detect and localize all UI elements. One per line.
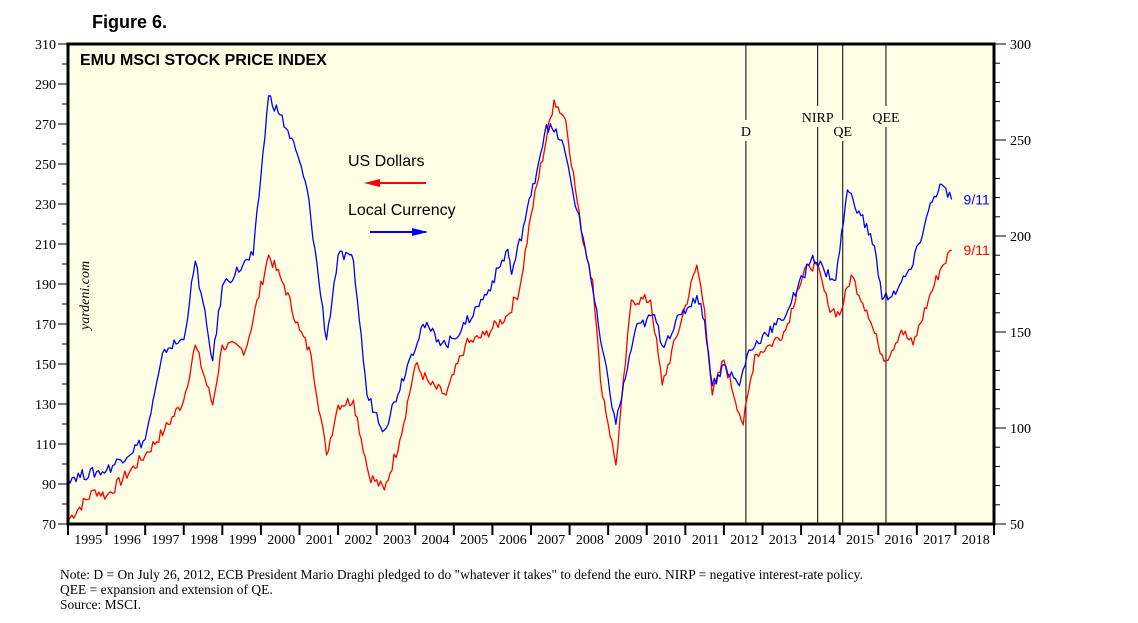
x-axis-tick-label: 2007 (537, 533, 565, 548)
x-axis-tick-label: 2008 (576, 533, 604, 548)
x-axis-tick-label: 1995 (74, 533, 102, 548)
right-axis-tick-label: 150 (1010, 326, 1031, 341)
plot-background (68, 44, 994, 524)
x-axis-tick-label: 2018 (962, 533, 990, 548)
event-label-qee: QEE (872, 111, 899, 126)
x-axis-tick-label: 2001 (306, 533, 334, 548)
left-axis-tick-label: 70 (42, 518, 56, 533)
left-axis-tick-label: 90 (42, 478, 56, 493)
chart-title: EMU MSCI STOCK PRICE INDEX (80, 52, 327, 69)
series-lines: 9/11 9/11 (67, 95, 990, 521)
left-axis-tick-label: 190 (35, 278, 56, 293)
left-axis-tick-label: 110 (36, 438, 56, 453)
x-axis-tick-label: 2009 (614, 533, 642, 548)
left-axis-tick-label: 150 (35, 358, 56, 373)
series-end-label: 9/11 (964, 242, 990, 258)
note-line: Note: D = On July 26, 2012, ECB Presiden… (60, 567, 863, 582)
event-label-qe: QE (833, 125, 852, 140)
watermark: yardeni.com (78, 261, 93, 332)
right-axis-tick-label: 300 (1010, 38, 1031, 53)
x-axis-tick-label: 2000 (267, 533, 295, 548)
series-line-local-currency (67, 95, 953, 484)
right-axis-tick-label: 100 (1010, 422, 1031, 437)
x-axis-tick-label: 1997 (151, 533, 179, 548)
left-axis-tick-label: 210 (35, 238, 56, 253)
x-axis: 1995 1996 1997 1998 1999 2000 2001 2002 2003 2004… (67, 524, 995, 548)
series-end-label: 9/11 (964, 192, 990, 208)
x-axis-tick-label: 2015 (846, 533, 874, 548)
x-axis-tick-label: 2002 (344, 533, 372, 548)
x-axis-tick-label: 2006 (499, 533, 527, 548)
x-axis-tick-label: 2016 (885, 533, 913, 548)
x-axis-tick-label: 2010 (653, 533, 681, 548)
left-axis-tick-label: 130 (35, 398, 56, 413)
legend-label: US Dollars (348, 153, 424, 170)
right-axis-tick-label: 200 (1010, 230, 1031, 245)
x-axis-tick-label: 2017 (923, 533, 951, 548)
event-label-nirp: NIRP (802, 111, 834, 126)
x-axis-tick-label: 1999 (229, 533, 257, 548)
right-axis-tick-label: 250 (1010, 134, 1031, 149)
x-axis-tick-label: 2014 (807, 533, 835, 548)
event-label-d: D (741, 125, 751, 140)
note-line: QEE = expansion and extension of QE. (60, 582, 273, 597)
left-axis-tick-label: 250 (35, 158, 56, 173)
x-axis-tick-label: 1998 (190, 533, 218, 548)
arrow-left-icon (364, 179, 380, 187)
x-axis-tick-label: 2013 (769, 533, 797, 548)
legend-label: Local Currency (348, 202, 456, 219)
left-axis: 70 90 110 130 150 170 190 210 230 250 270 290 310 (35, 38, 68, 533)
arrow-right-icon (412, 228, 428, 236)
note-line: Source: MSCI. (60, 597, 141, 612)
x-axis-tick-label: 2004 (422, 533, 450, 548)
left-axis-tick-label: 290 (35, 78, 56, 93)
x-axis-tick-label: 2011 (692, 533, 719, 548)
x-axis-tick-label: 2012 (730, 533, 758, 548)
legend: US Dollars Local Currency (348, 153, 456, 236)
x-axis-tick-label: 2005 (460, 533, 488, 548)
left-axis-tick-label: 270 (35, 118, 56, 133)
right-axis: 50 100 150 200 250 300 (994, 38, 1031, 533)
left-axis-tick-label: 230 (35, 198, 56, 213)
right-axis-tick-label: 50 (1010, 518, 1024, 533)
x-axis-tick-label: 2003 (383, 533, 411, 548)
notes: Note: D = On July 26, 2012, ECB Presiden… (60, 567, 863, 612)
left-axis-tick-label: 170 (35, 318, 56, 333)
left-axis-tick-label: 310 (35, 38, 56, 53)
x-axis-tick-label: 1996 (113, 533, 141, 548)
figure-label: Figure 6. (92, 12, 168, 32)
series-line-us-dollars (67, 99, 952, 521)
